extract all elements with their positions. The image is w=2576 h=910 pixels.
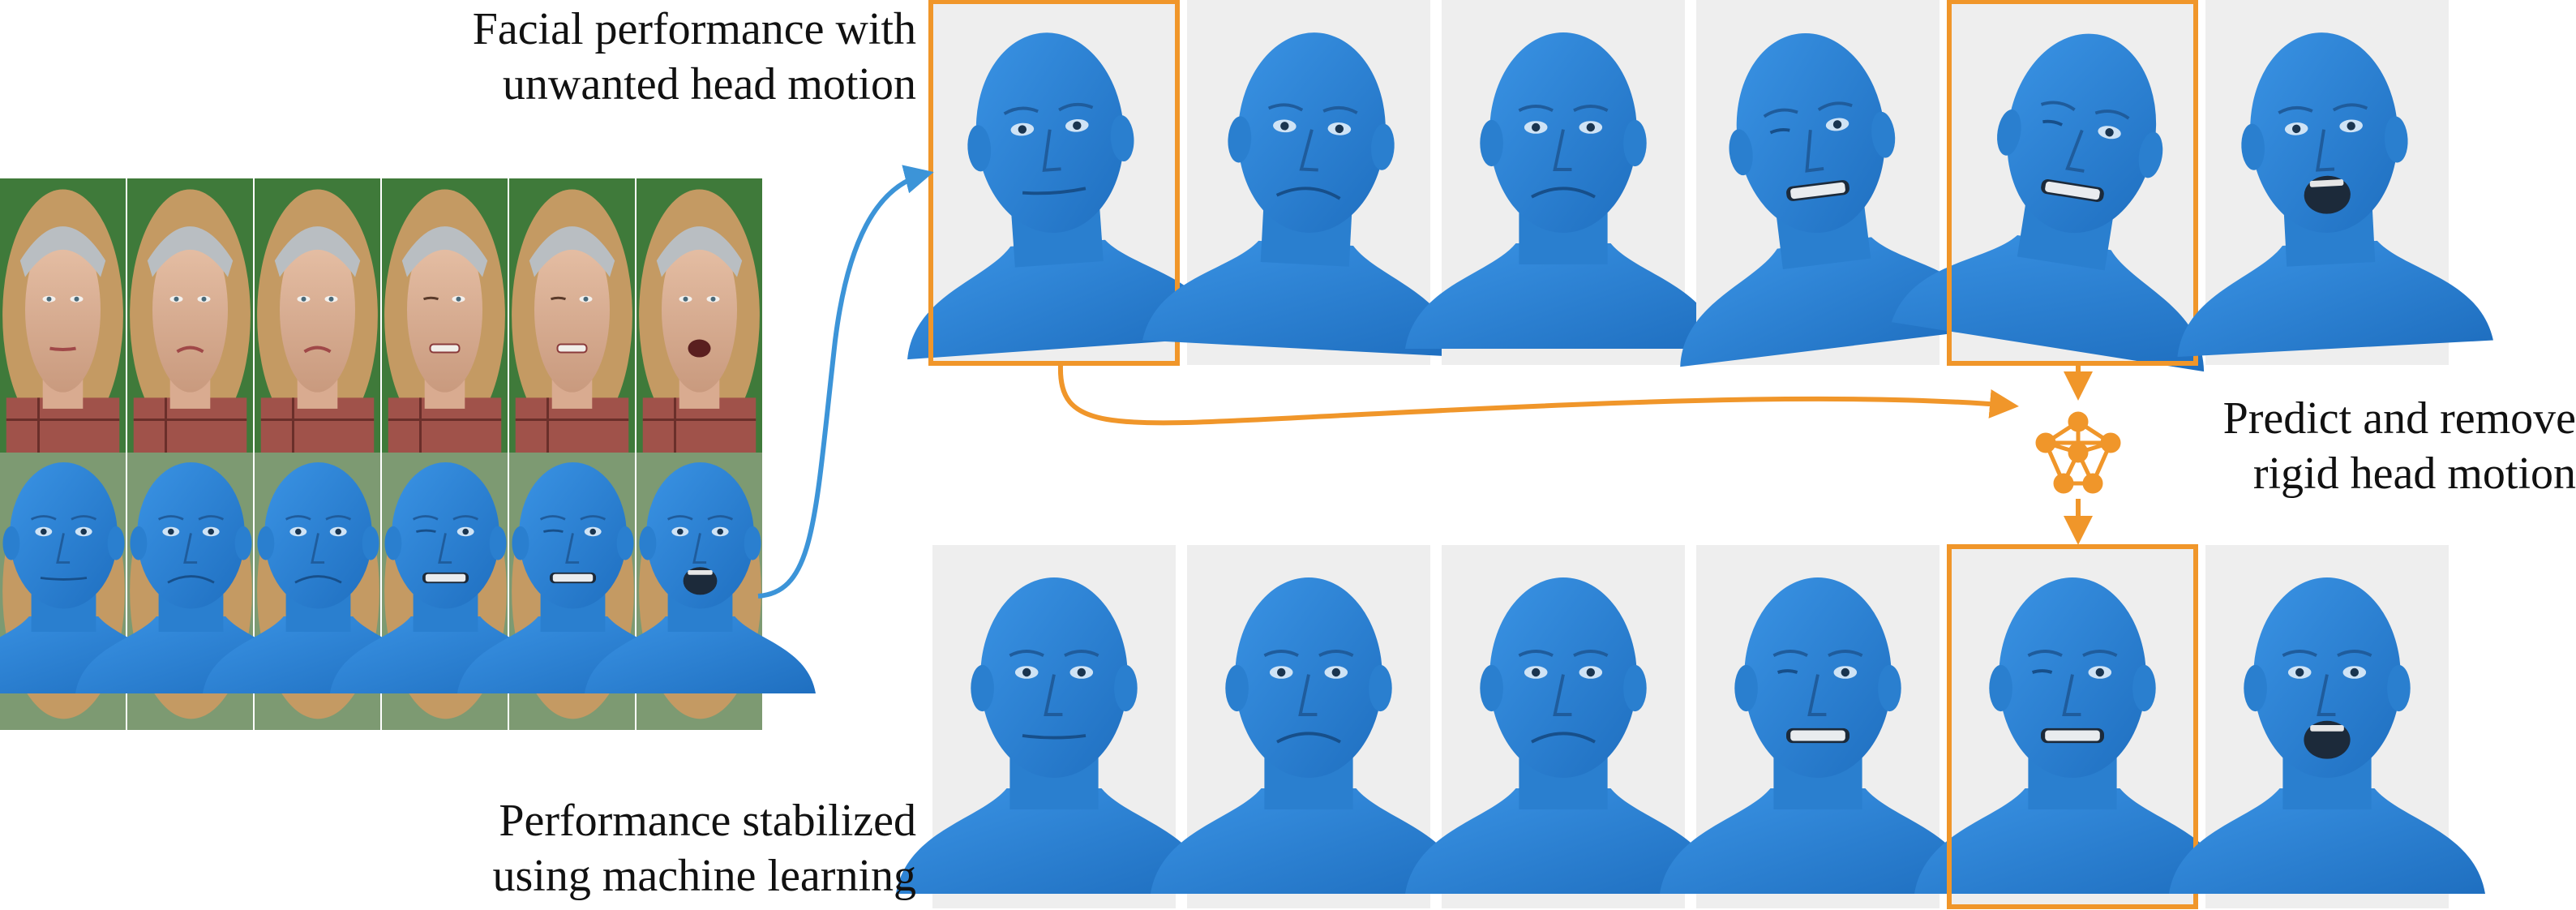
mesh-head [1891,33,2205,372]
mesh-head [1914,577,2231,894]
caption-stabilized: Performance stabilized using machine lea… [292,793,916,904]
video-frame [636,178,762,453]
mesh-head [1142,32,1459,357]
stabilized-mesh-panel [1914,544,2231,909]
video-frame [509,178,635,453]
video-frame [127,178,253,453]
mesh-overlay-row [0,453,816,730]
video-frame [0,178,126,453]
video-frame [382,178,508,453]
video-frames-row [0,178,762,453]
unstabilized-mesh-panel [1680,0,1995,367]
mesh-head [1660,577,1976,894]
highlight-frame [1947,544,2198,909]
unstabilized-mesh-row [907,0,2493,372]
unstabilized-mesh-panel [1405,0,1721,365]
stabilized-mesh-panel [1660,545,1976,908]
mesh-head [1405,32,1721,349]
stabilized-mesh-panel [2169,545,2485,908]
unstabilized-mesh-panel [1891,0,2205,372]
reference-frame-arrow [1057,364,2019,426]
video-frame [255,178,380,453]
mesh-head [1151,577,1467,894]
neural-network-icon [2035,411,2121,494]
caption-predict-remove: Predict and remove rigid head motion [2076,391,2576,501]
mesh-head [585,462,816,693]
unstabilized-mesh-panel [1142,0,1459,365]
caption-line: Predict and remove [2222,393,2576,444]
caption-line: unwanted head motion [502,59,916,109]
mesh-head [896,577,1212,894]
stabilized-mesh-panel [1151,545,1467,908]
caption-line: Facial performance with [472,4,916,54]
stabilized-mesh-row [896,544,2485,909]
highlight-frame [1947,0,2198,366]
mesh-head [203,462,434,693]
caption-line: rigid head motion [2252,449,2576,499]
caption-line: using machine learning [492,851,916,901]
stabilized-mesh-panel [896,545,1212,908]
mesh-overlay-frame [203,453,434,730]
stabilized-mesh-panel [1405,545,1721,908]
mesh-overlay-frame [75,453,306,730]
mesh-head [907,32,1224,360]
input-arrow [757,165,934,599]
mesh-head [1405,577,1721,894]
mesh-overlay-frame [585,453,816,730]
unstabilized-mesh-panel [907,0,1224,366]
mesh-head [2169,577,2485,894]
unstabilized-mesh-panel [2177,0,2493,365]
mesh-head [1680,32,1995,367]
caption-unwanted-motion: Facial performance with unwanted head mo… [292,2,916,112]
caption-line: Performance stabilized [499,796,916,846]
mesh-head [2177,32,2493,357]
